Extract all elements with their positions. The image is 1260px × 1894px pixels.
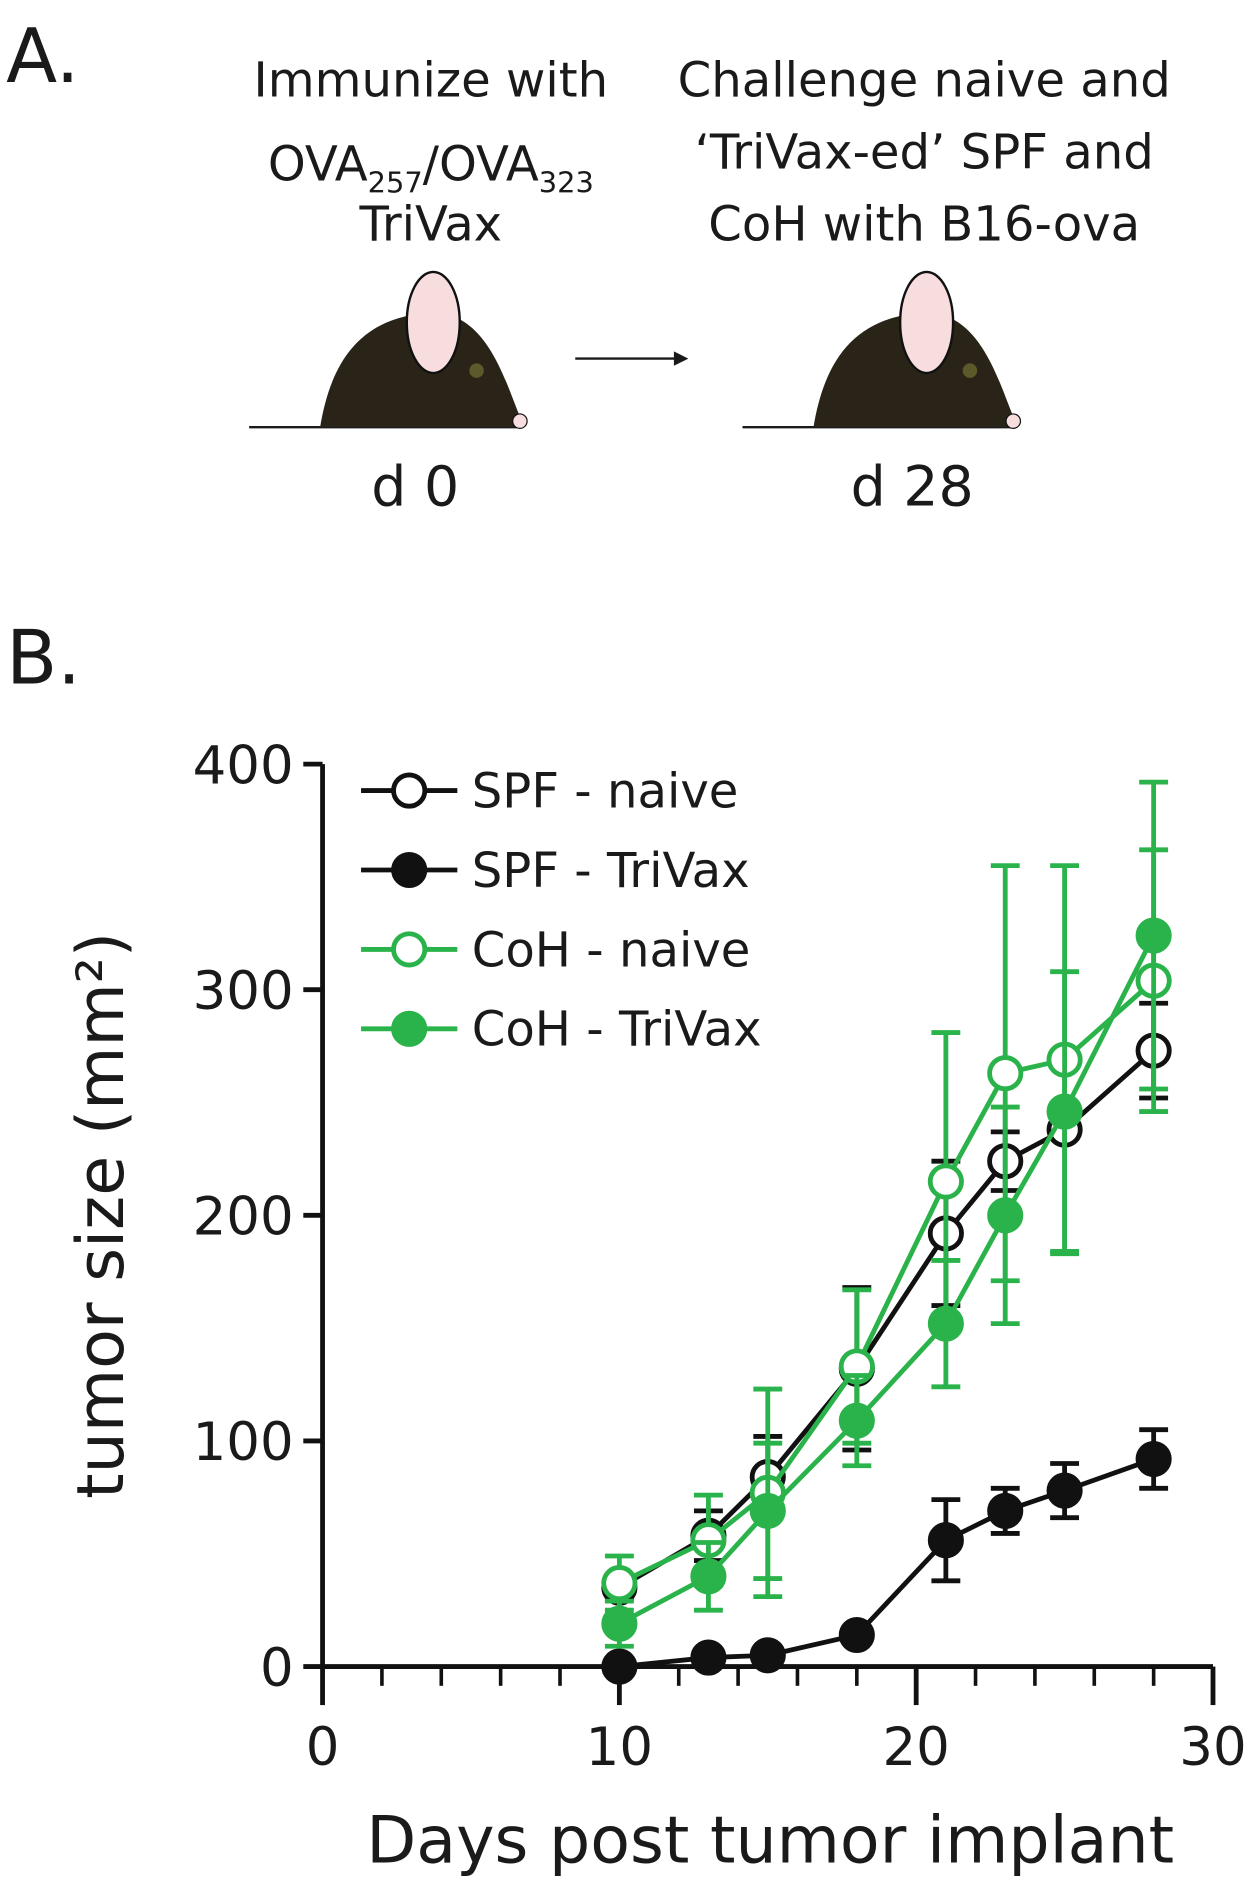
data-point: [987, 1492, 1024, 1529]
data-point: [749, 1492, 786, 1529]
x-tick-label: 20: [882, 1717, 949, 1778]
data-point: [987, 1197, 1024, 1234]
arrow: [575, 351, 689, 366]
data-point: [601, 1648, 638, 1685]
legend-label: SPF - naive: [472, 763, 739, 819]
legend-marker: [391, 772, 428, 809]
step-text: TriVax: [359, 197, 503, 253]
data-point: [601, 1605, 638, 1642]
legend-label: SPF - TriVax: [472, 843, 750, 899]
step-text: ‘TriVax-ed’ SPF and: [695, 124, 1154, 180]
y-tick-label: 400: [193, 735, 294, 796]
data-point: [927, 1163, 964, 1200]
step-text: CoH with B16-ova: [708, 197, 1140, 253]
panel-label: B.: [6, 614, 81, 701]
subscript: 257: [368, 166, 423, 200]
data-point: [690, 1558, 727, 1595]
data-point: [927, 1522, 964, 1559]
legend-marker: [391, 931, 428, 968]
text: /OVA: [423, 136, 539, 192]
x-tick-label: 0: [306, 1717, 340, 1778]
y-tick-label: 300: [193, 961, 294, 1022]
step-text: OVA257/OVA323: [268, 136, 594, 199]
step-text: Challenge naive and: [678, 52, 1171, 108]
data-point: [1046, 1093, 1083, 1130]
data-point: [838, 1616, 875, 1654]
x-tick-label: 10: [586, 1717, 653, 1778]
day-label: d 0: [371, 455, 459, 519]
data-point: [1135, 1440, 1172, 1478]
y-tick-label: 0: [260, 1638, 294, 1699]
data-point: [749, 1637, 786, 1674]
data-point: [601, 1565, 638, 1602]
data-point: [927, 1305, 964, 1342]
y-tick-label: 200: [193, 1187, 294, 1248]
data-point: [838, 1402, 875, 1439]
x-axis-label: Days post tumor implant: [366, 1804, 1174, 1879]
step-text: Immunize with: [254, 52, 609, 108]
mouse: [249, 270, 528, 429]
data-point: [1135, 917, 1172, 954]
panel-label: A.: [6, 13, 79, 100]
mouse: [742, 270, 1022, 429]
data-point: [690, 1639, 727, 1676]
legend-marker: [391, 1010, 428, 1047]
x-tick-label: 30: [1179, 1717, 1246, 1778]
data-point: [1046, 1472, 1083, 1509]
data-point: [987, 1055, 1024, 1092]
text: OVA: [268, 136, 368, 192]
legend-label: CoH - TriVax: [472, 1002, 762, 1058]
y-tick-label: 100: [193, 1412, 294, 1473]
subscript: 323: [539, 166, 594, 200]
y-axis-label: tumor size (mm²): [64, 932, 139, 1499]
legend-label: CoH - naive: [472, 922, 751, 978]
legend-marker: [391, 851, 428, 889]
day-label: d 28: [851, 455, 974, 519]
